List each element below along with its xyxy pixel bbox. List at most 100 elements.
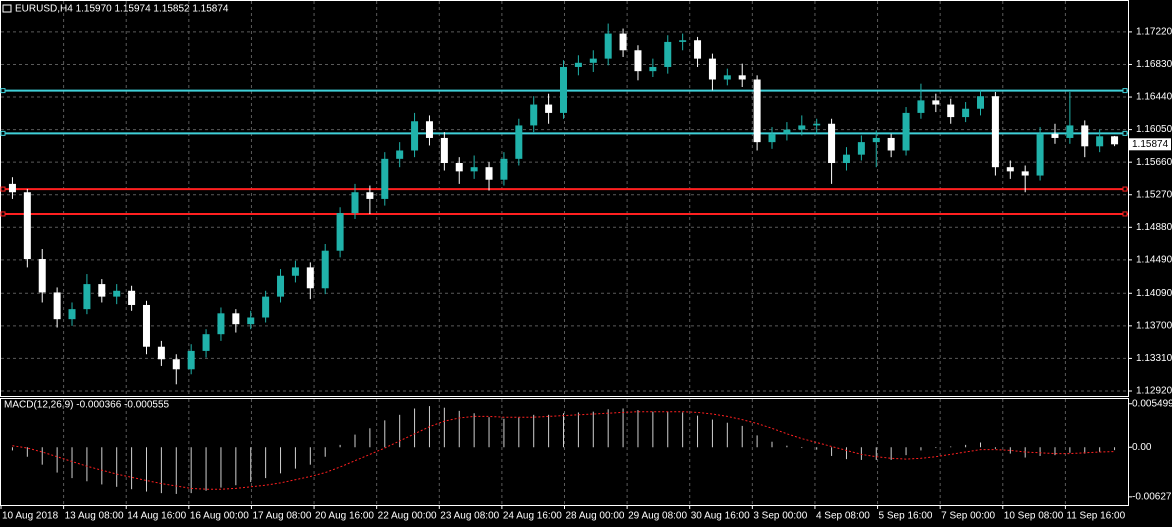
candle-body [768,133,776,143]
candle-body [232,313,240,325]
x-tick-label: 4 Sep 08:00 [816,511,870,522]
candle-body [1006,167,1014,172]
candle-body [366,192,374,199]
y-tick-label: 1.13700 [1136,320,1172,331]
candle-body [291,267,299,276]
x-tick-label: 11 Sep 16:00 [1066,511,1125,522]
y-tick-label: 1.16050 [1136,124,1172,135]
candle-body [1096,136,1104,147]
candle-body [157,346,165,360]
price-label-box [1129,138,1171,151]
candle-body [336,213,344,251]
candle-body [649,66,657,72]
candle-body [679,40,687,42]
y-tick-label: 0.00 [1132,442,1152,453]
candle-body [202,334,210,351]
candle-body [813,123,821,126]
candle-body [604,33,612,59]
x-tick-label: 13 Aug 08:00 [65,511,124,522]
candle-body [932,100,940,105]
symbol-icon [2,4,12,13]
x-tick-label: 20 Aug 16:00 [315,511,374,522]
y-tick-label: 1.16830 [1136,59,1172,70]
candle-body [172,359,180,370]
candle-body [1036,133,1044,176]
candle-body [53,292,61,320]
candle-body [8,183,16,193]
line-handle [0,88,6,94]
candle-body [1021,171,1029,176]
candle-body [917,100,925,113]
candle-body [440,137,448,164]
candle-body [38,259,46,293]
candle-body [142,304,150,347]
y-tick-label: 1.15270 [1136,189,1172,200]
candle-body [351,192,359,214]
candle-body [574,62,582,67]
candle-body [485,167,493,180]
candle-body [738,75,746,80]
y-tick-label: 1.15660 [1136,157,1172,168]
macd-title: MACD(12,26,9) -0.000366 -0.000555 [4,400,170,411]
y-tick-label: 1.14090 [1136,288,1172,299]
x-tick-label: 16 Aug 00:00 [190,511,249,522]
chart-title: EURUSD,H4 1.15970 1.15974 1.15852 1.1587… [15,4,229,15]
candle-body [708,58,716,80]
candle-body [753,79,761,143]
x-tick-label: 24 Aug 16:00 [503,511,562,522]
x-tick-label: 14 Aug 16:00 [127,511,186,522]
candle-body [113,290,121,297]
candle-body [530,104,538,126]
x-tick-label: 29 Aug 08:00 [628,511,687,522]
candle-body [306,267,314,289]
candle-body [694,40,702,59]
candle-body [589,58,597,63]
x-tick-label: 22 Aug 00:00 [378,511,437,522]
candle-body [425,121,433,138]
candle-body [887,137,895,151]
candle-body [470,167,478,172]
candle-body [664,41,672,67]
candle-body [1066,125,1074,138]
line-handle [1122,88,1128,94]
candle-body [381,158,389,199]
candle-body [872,137,880,143]
y-tick-label: 1.13310 [1136,353,1172,364]
candle-body [991,96,999,168]
candle-body [217,313,225,335]
candle-body [23,192,31,260]
candle-body [962,108,970,118]
y-tick-label: -0.006272 [1132,492,1172,503]
candle-body [68,309,76,320]
candle-body [455,163,463,172]
macd-signal [12,411,1115,490]
candle-body [902,112,910,151]
candle-body [1051,133,1059,138]
x-tick-label: 28 Aug 00:00 [566,511,625,522]
candle-body [545,104,553,113]
candle-body [842,154,850,164]
candle-body [619,33,627,51]
candle-body [783,129,791,134]
line-handle [1122,130,1128,136]
x-tick-label: 17 Aug 08:00 [252,511,311,522]
line-handle [1122,186,1128,192]
candle-body [1111,136,1119,145]
candle-body [83,284,91,310]
candle-body [723,75,731,80]
line-handle [0,211,6,217]
candle-body [128,290,136,305]
candle-body [515,125,523,159]
price-panel-frame [0,0,1129,397]
y-tick-label: 1.12920 [1136,386,1172,397]
candle-body [321,250,329,289]
candle-body [947,104,955,118]
x-tick-label: 7 Sep 00:00 [941,511,995,522]
candle-body [411,121,419,151]
candle-body [634,50,642,72]
candle-body [500,158,508,180]
price-label: 1.15874 [1132,139,1169,150]
